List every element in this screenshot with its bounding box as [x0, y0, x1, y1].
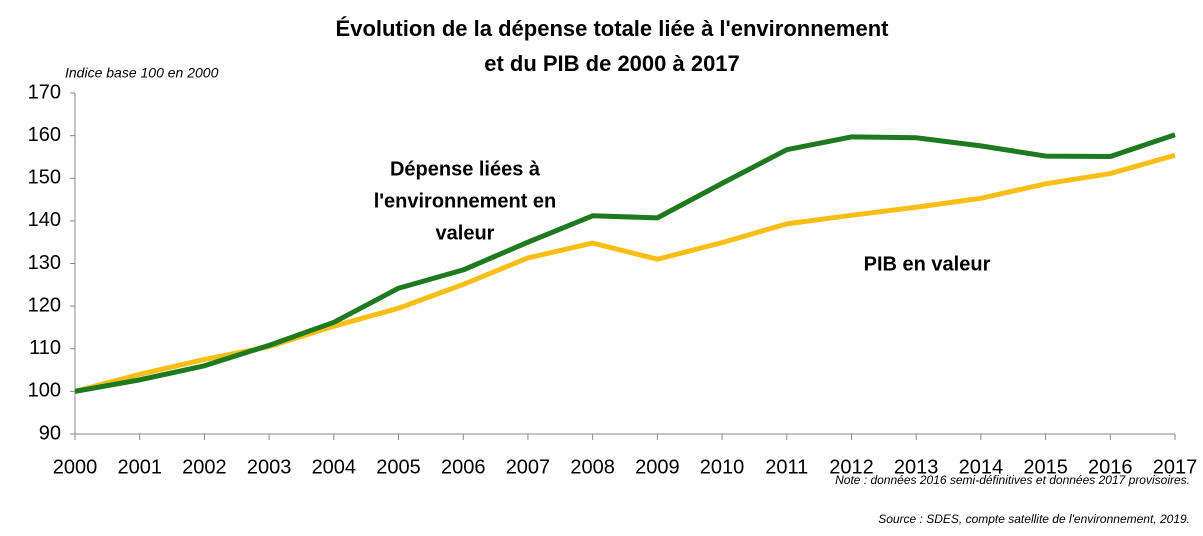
x-tick-label: 2016	[1088, 456, 1133, 478]
annotation: Dépense liées à	[390, 158, 541, 180]
y-tick-label: 150	[28, 167, 61, 189]
y-tick-label: 100	[28, 380, 61, 402]
y-tick-label: 90	[39, 422, 61, 444]
x-tick-label: 2005	[376, 456, 421, 478]
x-tick-label: 2013	[894, 456, 939, 478]
x-tick-label: 2011	[765, 456, 808, 478]
x-tick-label: 2010	[700, 456, 745, 478]
annotation: valeur	[436, 222, 495, 244]
subtitle: Indice base 100 en 2000	[65, 65, 219, 81]
x-tick-label: 2004	[312, 456, 357, 478]
x-tick-label: 2012	[829, 456, 874, 478]
x-tick-label: 2006	[441, 456, 486, 478]
chart-title: Évolution de la dépense totale liée à l'…	[336, 16, 890, 41]
x-tick-label: 2017	[1153, 456, 1198, 478]
note: Note : données 2016 semi-définitives et …	[835, 473, 1190, 487]
chart-title: et du PIB de 2000 à 2017	[484, 51, 740, 76]
y-tick-label: 140	[28, 209, 61, 231]
x-tick-label: 2000	[53, 456, 98, 478]
x-tick-label: 2009	[635, 456, 680, 478]
annotation: PIB en valeur	[864, 253, 991, 275]
series-line	[74, 132, 1176, 394]
y-tick-label: 120	[28, 294, 61, 316]
annotation: l'environnement en	[374, 190, 557, 212]
x-tick-label: 2015	[1023, 456, 1068, 478]
y-tick-label: 130	[28, 252, 61, 274]
y-tick-label: 160	[28, 124, 61, 146]
x-tick-label: 2001	[117, 456, 162, 478]
x-tick-label: 2008	[570, 456, 615, 478]
y-tick-label: 170	[28, 81, 61, 103]
x-tick-label: 2002	[182, 456, 227, 478]
x-tick-label: 2007	[506, 456, 551, 478]
y-tick-label: 110	[29, 337, 61, 359]
x-tick-label: 2003	[247, 456, 292, 478]
note: Source : SDES, compte satellite de l'env…	[878, 512, 1190, 526]
x-tick-label: 2014	[959, 456, 1004, 478]
